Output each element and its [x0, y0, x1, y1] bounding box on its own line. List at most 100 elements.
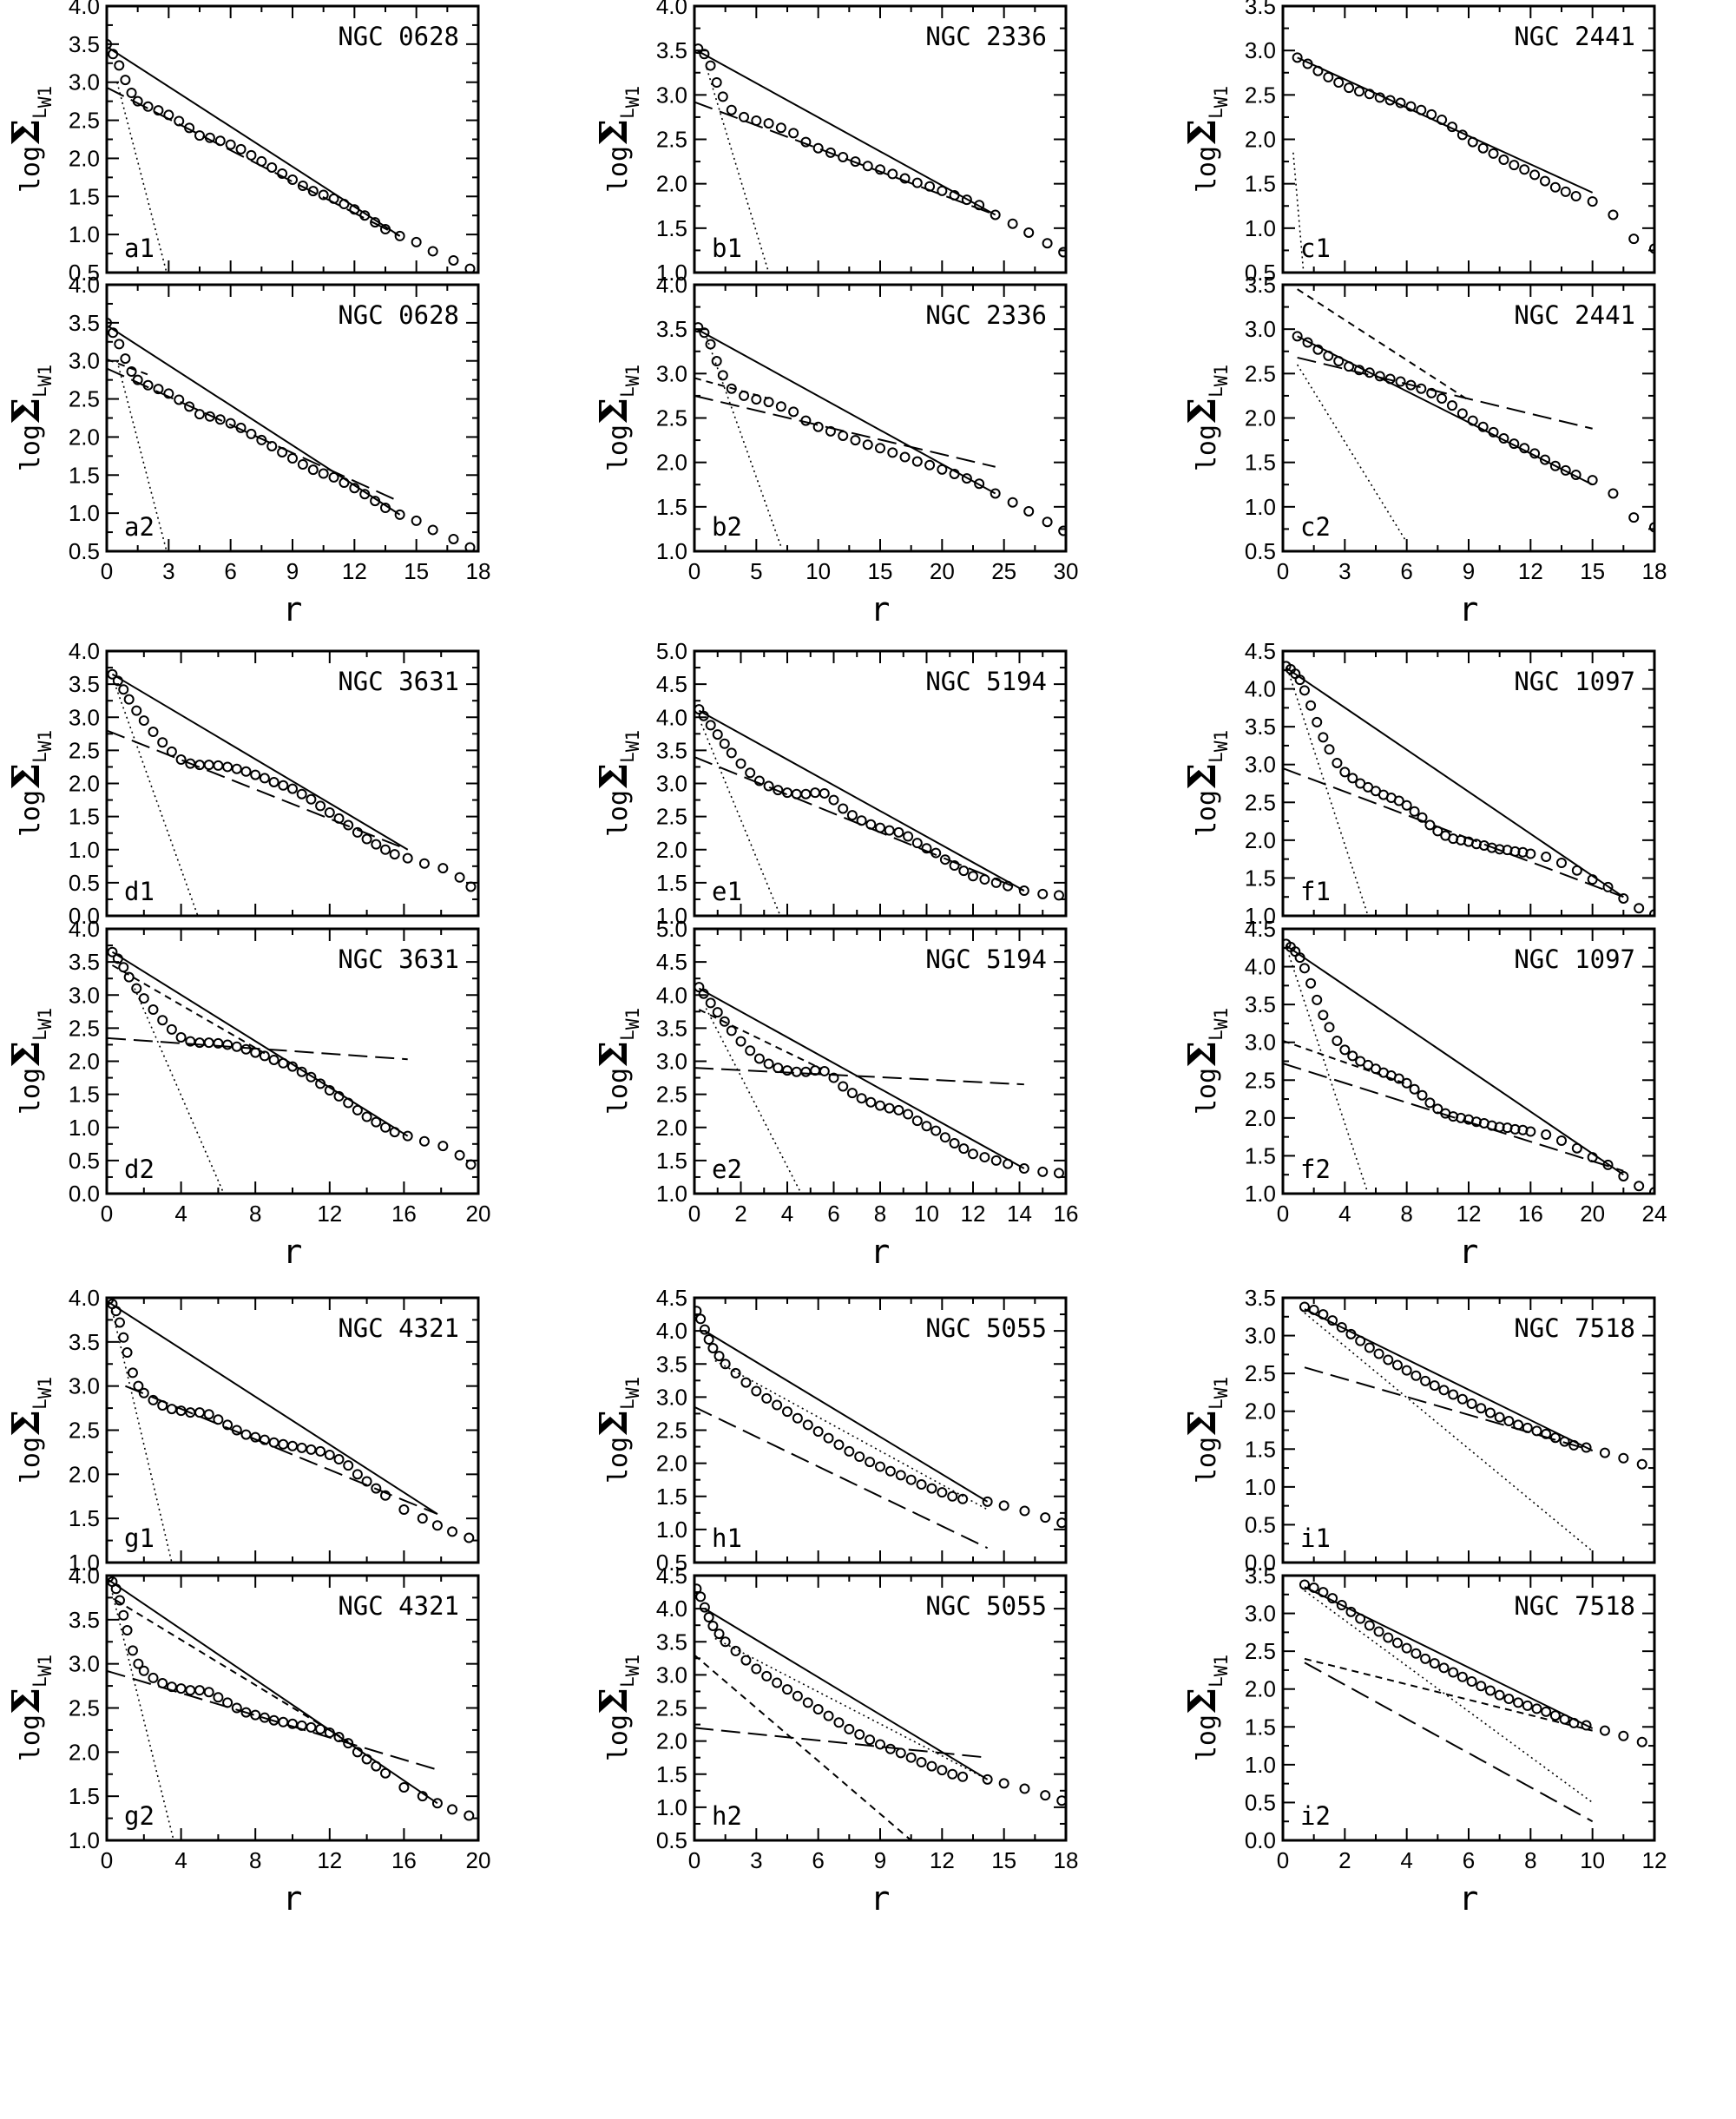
data-point: [887, 447, 898, 458]
data-point: [1432, 826, 1443, 837]
data-point: [1353, 86, 1364, 97]
y-tick-label: 1.0: [656, 1517, 687, 1543]
data-point: [1336, 1599, 1347, 1610]
y-tick-label: 2.0: [69, 1739, 100, 1765]
data-point: [1568, 1717, 1580, 1728]
data-point: [844, 1445, 855, 1457]
data-points: [107, 1298, 475, 1543]
fit-line-solid: [696, 328, 996, 495]
data-point: [315, 1723, 326, 1734]
data-point: [1432, 1103, 1443, 1115]
data-point: [324, 1727, 335, 1738]
y-tick-label: 1.5: [656, 870, 687, 896]
data-point: [1302, 58, 1313, 69]
data-point: [203, 1037, 214, 1049]
panel-g1: 1.0 1.5 2.0 2.5 3.0 3.5 4.0 logΣLW1 NGC 4321 g1: [4, 1285, 480, 1576]
data-point: [763, 118, 774, 129]
data-point: [1344, 361, 1355, 372]
data-point: [800, 1066, 812, 1077]
data-point: [1312, 994, 1323, 1005]
x-tick-label: 9: [1463, 558, 1475, 584]
y-tick-label: 2.0: [69, 1049, 100, 1075]
data-point: [865, 1457, 876, 1468]
y-tick-label: 3.5: [656, 37, 687, 63]
y-tick-label: 4.5: [1245, 638, 1276, 664]
data-point: [905, 1752, 917, 1763]
data-point: [1401, 1642, 1412, 1654]
data-point: [120, 75, 131, 86]
fit-lines: [1304, 1308, 1594, 1552]
y-tick-label: 2.5: [1245, 1360, 1276, 1386]
data-points: [107, 317, 476, 551]
fit-line-short-dash: [115, 1599, 349, 1742]
data-point: [1332, 757, 1343, 768]
data-point: [705, 997, 716, 1009]
data-points: [1283, 661, 1654, 916]
data-points: [694, 982, 1064, 1179]
data-points: [694, 322, 1066, 536]
data-point: [1426, 109, 1437, 120]
fit-line-dotted: [115, 687, 199, 916]
data-point: [990, 488, 1001, 499]
data-point: [838, 430, 849, 441]
y-tick-label: 3.5: [69, 1607, 100, 1633]
data-point: [958, 865, 970, 877]
panel-title: NGC 7518: [1514, 1313, 1635, 1343]
y-tick-label: 1.0: [69, 221, 100, 247]
y-tick-label: 2.0: [656, 837, 687, 863]
data-point: [740, 1377, 752, 1388]
data-point: [854, 1729, 865, 1740]
x-tick-label: 4: [174, 1201, 187, 1227]
data-point: [349, 204, 360, 215]
data-point: [1042, 517, 1053, 528]
y-tick-label: 2.5: [1245, 789, 1276, 815]
data-points: [1299, 1301, 1647, 1470]
data-point: [250, 769, 261, 780]
data-point: [1628, 512, 1640, 523]
data-point: [166, 746, 177, 757]
y-tick-label: 3.5: [656, 1351, 687, 1377]
data-point: [939, 1132, 950, 1143]
data-point: [1466, 1676, 1477, 1687]
data-point: [1384, 95, 1396, 106]
data-point: [437, 1141, 449, 1152]
data-point: [277, 446, 288, 457]
data-point: [1522, 1422, 1533, 1433]
fit-line-dotted: [116, 360, 168, 551]
data-point: [699, 1324, 710, 1335]
y-tick-label: 3.0: [1245, 1323, 1276, 1349]
data-point: [142, 101, 154, 112]
data-point: [1384, 373, 1396, 385]
data-point: [694, 1583, 702, 1595]
data-point: [240, 1707, 252, 1718]
data-point: [875, 1100, 885, 1111]
data-point: [740, 1655, 752, 1666]
data-point: [1438, 1385, 1450, 1396]
data-point: [343, 1460, 354, 1471]
y-tick-label: 3.5: [656, 1629, 687, 1655]
fit-line-long-dash: [694, 394, 996, 468]
x-tick-label: 0: [101, 558, 113, 584]
data-point: [1513, 1419, 1524, 1431]
y-tick-label: 2.5: [656, 1418, 687, 1444]
panel-b1: 1.0 1.5 2.0 2.5 3.0 3.5 4.0 logΣLW1 NGC 2336 b1: [592, 0, 1068, 286]
data-point: [231, 763, 242, 774]
data-point: [1476, 1681, 1487, 1692]
data-point: [296, 1442, 307, 1453]
y-tick-label: 0.5: [1245, 1511, 1276, 1537]
data-point: [222, 1039, 233, 1050]
panel-d1: 0.0 0.5 1.0 1.5 2.0 2.5 3.0 3.5 4.0 logΣLW1 NGC 36…: [4, 638, 480, 929]
data-point: [899, 451, 911, 463]
data-point: [1327, 1593, 1338, 1604]
data-point: [380, 1122, 391, 1133]
data-point: [1541, 1428, 1552, 1439]
x-tick-label: 16: [1518, 1201, 1543, 1227]
data-point: [1323, 350, 1334, 361]
data-point: [812, 421, 824, 432]
data-point: [112, 953, 123, 964]
data-point: [903, 1109, 914, 1120]
data-point: [719, 738, 730, 749]
y-tick-label: 2.5: [69, 1695, 100, 1721]
fit-lines: [1296, 288, 1594, 543]
data-point: [1649, 243, 1654, 254]
